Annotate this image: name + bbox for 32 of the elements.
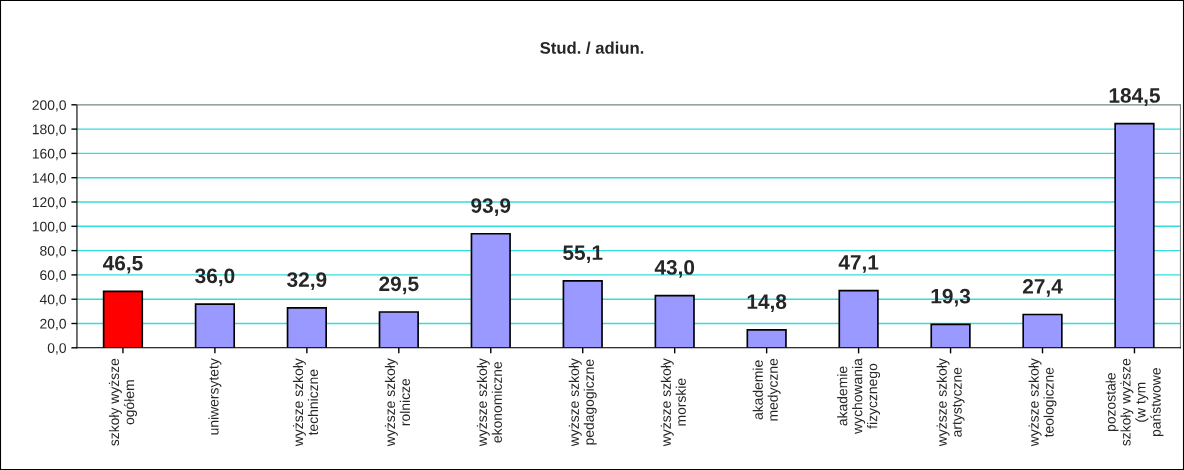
data-label: 27,4 — [1022, 278, 1063, 297]
x-tick-label: wyższe szkoły ekonomiczne — [476, 358, 502, 447]
y-tick-label: 60,0 — [40, 270, 66, 282]
x-tick-label: akademie medyczne — [752, 358, 781, 421]
y-tick-label: 200,0 — [32, 100, 66, 112]
x-tick-label: uniwersytety — [208, 358, 222, 435]
x-tick-label: szkoły wyższe ogółem — [108, 358, 137, 446]
chart-title: Stud. / adiun. — [540, 41, 644, 54]
x-tick-label: wyższe szkoły pedagogiczne — [568, 358, 597, 447]
x-tick-label: pozostałe szkoły wyższe (w tym państwowe — [1105, 358, 1164, 446]
x-tick-label: wyższe szkoły rolnicze — [384, 358, 411, 447]
y-tick-label: 0,0 — [47, 343, 66, 355]
y-tick-label: 160,0 — [32, 148, 66, 161]
x-tick-label: wyższe szkoły teologiczne — [1028, 358, 1057, 447]
data-label: 47,1 — [838, 255, 879, 273]
x-tick-label: wyższe szkoły techniczne — [292, 358, 319, 447]
data-label: 93,9 — [471, 198, 511, 216]
x-tick-label: akademie wychowania fizycznego — [837, 358, 881, 434]
y-tick-label: 140,0 — [32, 173, 66, 185]
x-tick-label: wyższe szkoły morskie — [660, 358, 686, 447]
y-tick-label: 80,0 — [40, 245, 66, 258]
y-tick-label: 40,0 — [39, 294, 66, 307]
data-label: 29,5 — [379, 276, 419, 295]
data-label: 43,0 — [654, 260, 695, 278]
data-label: 32,9 — [287, 272, 327, 291]
data-label: 184,5 — [1109, 88, 1160, 106]
y-tick-label: 100,0 — [32, 221, 66, 234]
x-tick-label: wyższe szkoły artystyczne — [936, 358, 965, 447]
y-tick-label: 120,0 — [32, 197, 66, 209]
y-tick-label: 20,0 — [40, 318, 66, 331]
data-label: 46,5 — [102, 255, 143, 274]
y-tick-label: 180,0 — [32, 124, 66, 136]
